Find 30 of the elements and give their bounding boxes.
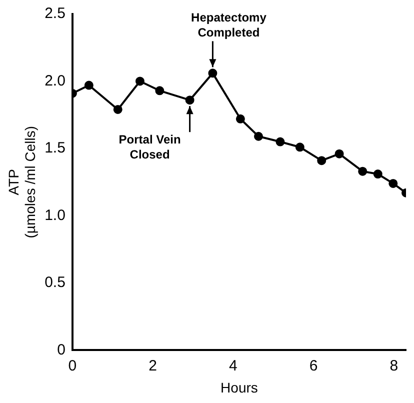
point: [185, 96, 194, 105]
point: [358, 166, 368, 176]
point: [276, 137, 285, 146]
y-tick-label: 0.5: [44, 274, 66, 292]
point: [155, 86, 164, 96]
point: [236, 114, 245, 124]
y-tick-label: 1.5: [44, 140, 66, 157]
point: [135, 76, 144, 86]
point: [113, 104, 122, 114]
x-tick-label: 6: [309, 357, 318, 374]
point: [388, 178, 398, 188]
point: [317, 156, 326, 166]
x-tick-label: 8: [390, 357, 398, 374]
point: [84, 80, 94, 90]
y-axis-title: ATP (µmoles /ml Cells): [5, 126, 38, 238]
y-tick-label: 1.0: [44, 206, 66, 224]
x-axis-title: Hours: [220, 379, 258, 396]
annotation: Portal Vein Closed: [118, 132, 181, 162]
point: [254, 132, 264, 141]
point: [208, 68, 218, 78]
y-tick-label: 0: [57, 341, 66, 358]
x-tick-label: 4: [229, 357, 238, 374]
point: [373, 170, 382, 179]
y-tick-label: 2.0: [44, 72, 66, 90]
x-tick-label: 2: [148, 357, 157, 374]
point: [334, 149, 344, 158]
x-tick-label: 0: [68, 357, 77, 374]
y-tick-label: 2.5: [44, 5, 66, 22]
point: [295, 142, 304, 152]
annotation: Hepatectomy Completed: [191, 10, 267, 40]
